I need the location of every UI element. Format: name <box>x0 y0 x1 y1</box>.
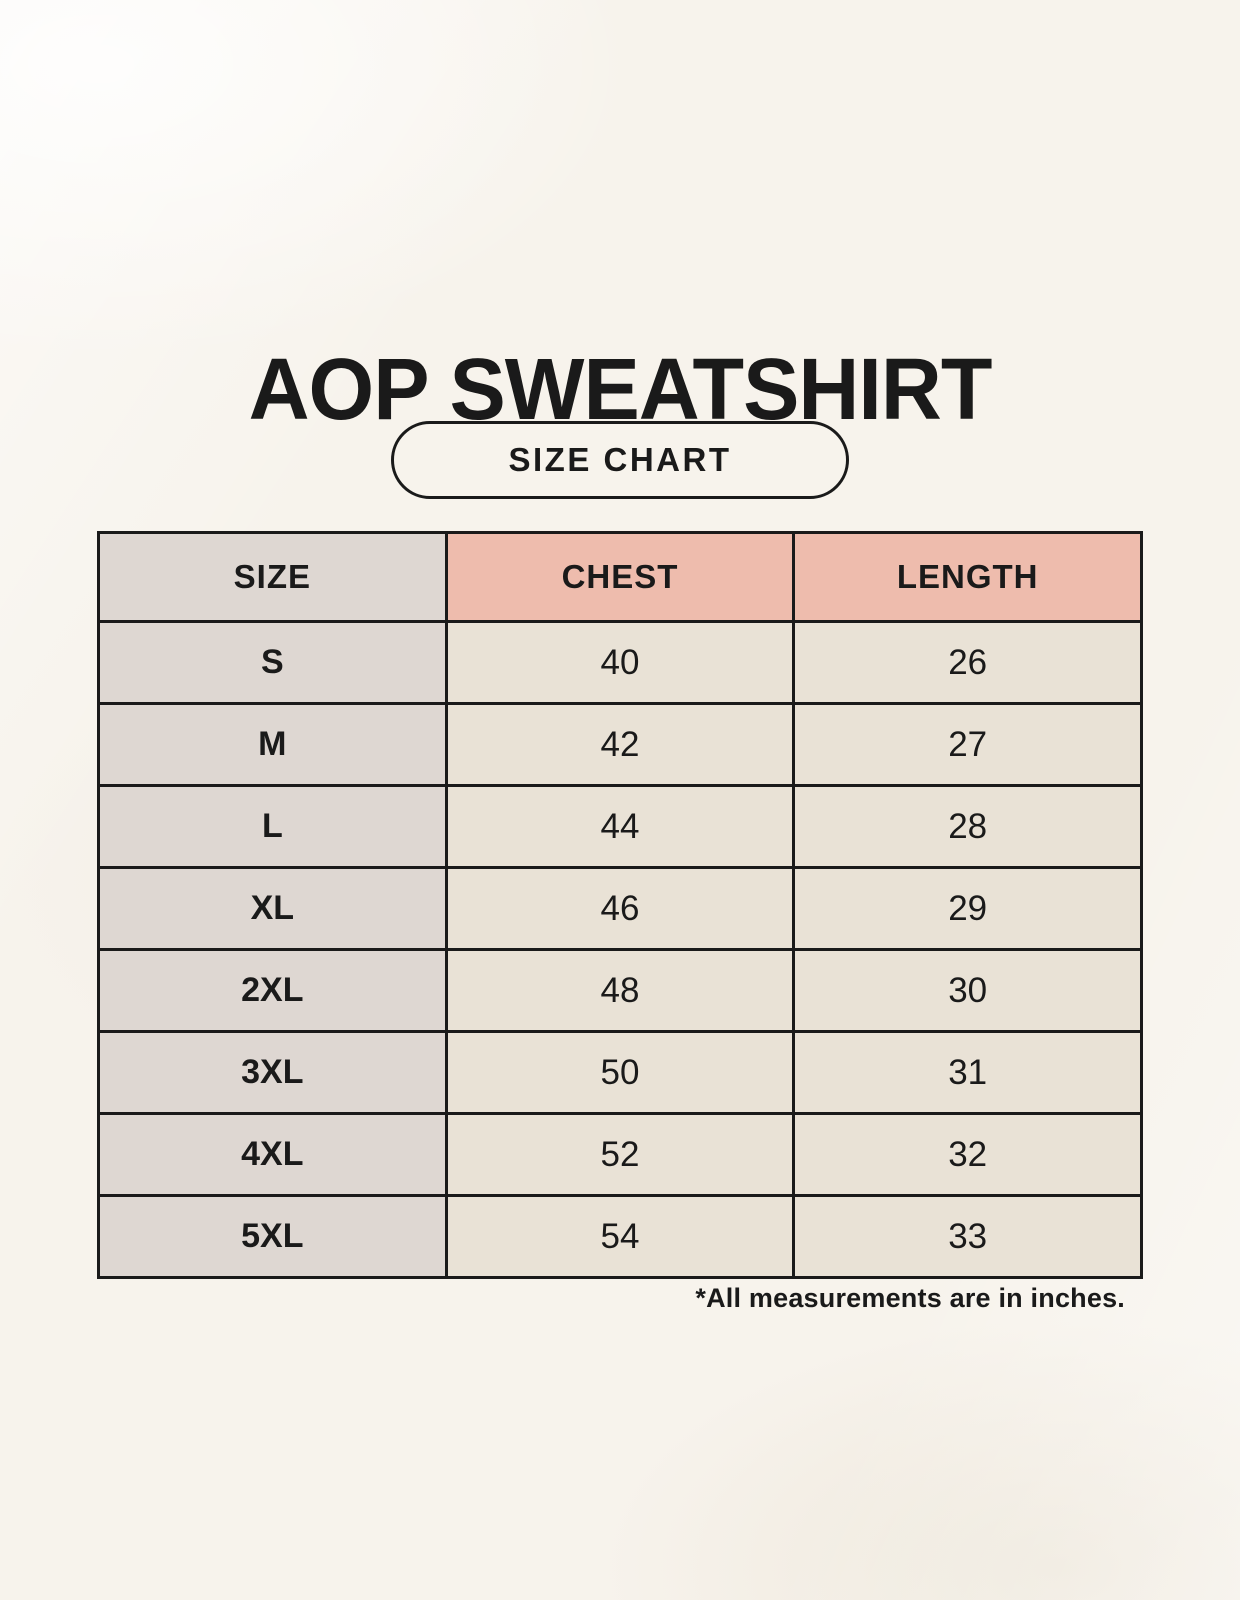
size-label-cell: M <box>97 702 448 787</box>
table-header: SIZE CHEST LENGTH <box>97 531 1143 623</box>
table-row: 2XL 48 30 <box>97 948 1143 1033</box>
size-label-cell: 2XL <box>97 948 448 1033</box>
chest-value-cell: 50 <box>444 1030 796 1115</box>
chest-value-cell: 42 <box>444 702 796 787</box>
column-header-chest: CHEST <box>444 531 796 623</box>
chest-value-cell: 40 <box>444 620 796 705</box>
table-header-row: SIZE CHEST LENGTH <box>97 531 1143 623</box>
length-value-cell: 31 <box>792 1030 1143 1115</box>
size-chart-badge-label: SIZE CHART <box>508 441 732 478</box>
size-chart-table: SIZE CHEST LENGTH S 40 26 M 42 27 L 44 28 XL 46 29 2… <box>97 531 1143 1279</box>
size-label-cell: S <box>97 620 448 705</box>
length-value-cell: 33 <box>792 1194 1143 1279</box>
column-header-length: LENGTH <box>792 531 1143 623</box>
measurement-footnote: *All measurements are in inches. <box>695 1283 1125 1313</box>
table-row: 3XL 50 31 <box>97 1030 1143 1115</box>
size-label-cell: L <box>97 784 448 869</box>
size-label-cell: 5XL <box>97 1194 448 1279</box>
table-row: L 44 28 <box>97 784 1143 869</box>
length-value-cell: 27 <box>792 702 1143 787</box>
size-label-cell: 4XL <box>97 1112 448 1197</box>
chest-value-cell: 52 <box>444 1112 796 1197</box>
size-label-cell: XL <box>97 866 448 951</box>
length-value-cell: 32 <box>792 1112 1143 1197</box>
size-label-cell: 3XL <box>97 1030 448 1115</box>
table-row: M 42 27 <box>97 702 1143 787</box>
table-row: 5XL 54 33 <box>97 1194 1143 1279</box>
length-value-cell: 29 <box>792 866 1143 951</box>
chest-value-cell: 46 <box>444 866 796 951</box>
chest-value-cell: 44 <box>444 784 796 869</box>
length-value-cell: 30 <box>792 948 1143 1033</box>
table-row: S 40 26 <box>97 620 1143 705</box>
length-value-cell: 26 <box>792 620 1143 705</box>
length-value-cell: 28 <box>792 784 1143 869</box>
column-header-size: SIZE <box>97 531 448 623</box>
table-row: 4XL 52 32 <box>97 1112 1143 1197</box>
table-row: XL 46 29 <box>97 866 1143 951</box>
table-body: S 40 26 M 42 27 L 44 28 XL 46 29 2XL 48 30 3XL 50 31 4XL 52… <box>97 620 1143 1279</box>
page-title: AOP SWEATSHIRT <box>248 341 993 439</box>
size-chart-badge: SIZE CHART <box>391 421 849 499</box>
chest-value-cell: 54 <box>444 1194 796 1279</box>
chest-value-cell: 48 <box>444 948 796 1033</box>
